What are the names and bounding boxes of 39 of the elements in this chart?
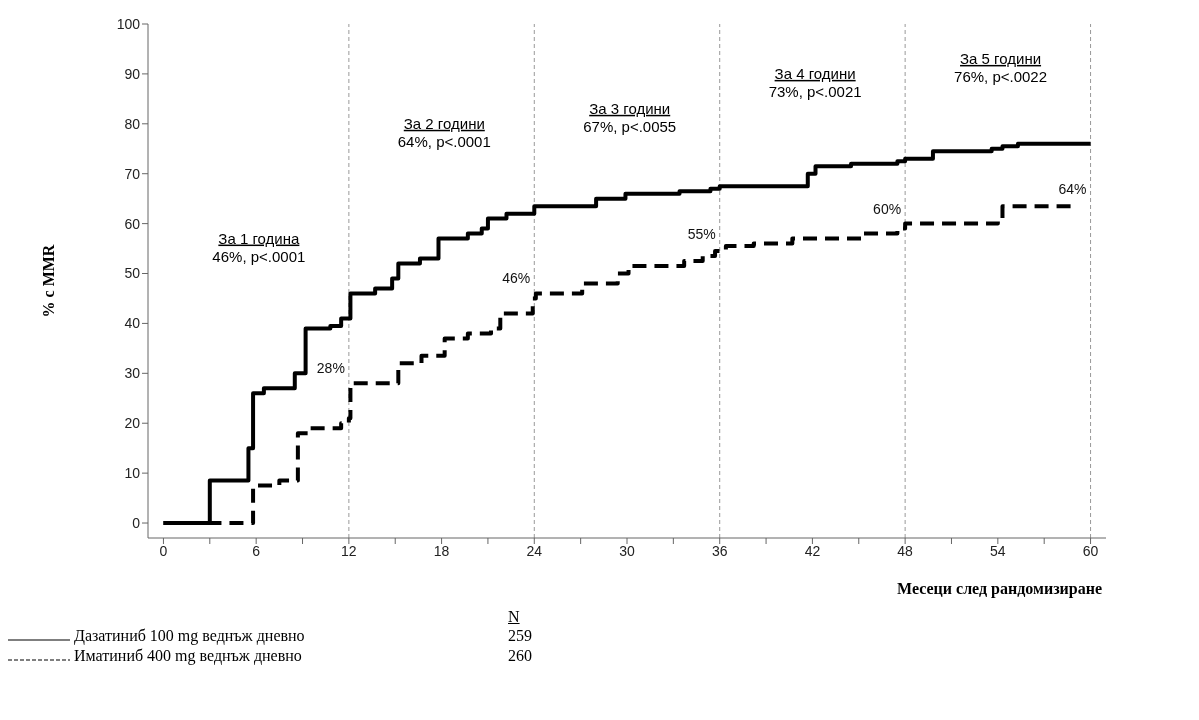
annotation: 60% [873, 200, 902, 217]
x-tick-label: 60 [1082, 542, 1099, 559]
y-tick-label: 50 [124, 265, 141, 282]
y-tick-label: 90 [124, 65, 141, 82]
y-tick-label: 30 [124, 365, 141, 382]
annotation: За 4 години 73%, p<.0021 [768, 64, 862, 100]
y-axis-title: % с MMR [39, 244, 57, 318]
y-tick-label: 40 [124, 315, 141, 332]
annotation: 55% [687, 225, 716, 242]
x-axis-title: Месеци след рандомизиране [897, 580, 1102, 598]
y-tick-label: 10 [124, 465, 141, 482]
y-tick-label: 70 [124, 165, 141, 182]
x-tick-label: 48 [897, 542, 914, 559]
annotation: 64% [1058, 180, 1087, 197]
legend-title: N [508, 608, 521, 626]
x-tick-label: 36 [711, 542, 728, 559]
y-tick-label: 100 [116, 15, 141, 32]
annotation: За 2 години 64%, p<.0001 [397, 114, 491, 150]
annotation: За 1 година 46%, p<.0001 [212, 229, 306, 265]
text: 259 [508, 627, 532, 645]
x-tick-label: 42 [804, 542, 821, 559]
x-tick-label: 6 [252, 542, 261, 559]
text: 260 [508, 647, 532, 665]
y-tick-label: 20 [124, 415, 141, 432]
x-tick-label: 12 [341, 542, 357, 559]
annotation: 28% [316, 360, 345, 377]
y-tick-label: 0 [132, 515, 141, 531]
annotation: За 3 години 67%, p<.0055 [583, 99, 677, 135]
annotation: За 5 години 76%, p<.0022 [954, 49, 1048, 85]
x-tick-label: 30 [619, 542, 635, 559]
x-tick-label: 0 [159, 542, 168, 559]
y-tick-label: 80 [124, 115, 141, 132]
x-tick-label: 24 [526, 542, 543, 559]
legend-label: Иматиниб 400 mg веднъж дневно [74, 647, 303, 665]
y-tick-label: 60 [124, 215, 141, 232]
legend-label: Дазатиниб 100 mg веднъж дневно [74, 627, 306, 645]
x-tick-label: 54 [990, 542, 1006, 559]
annotation: 46% [502, 270, 531, 287]
x-tick-label: 18 [433, 542, 450, 559]
